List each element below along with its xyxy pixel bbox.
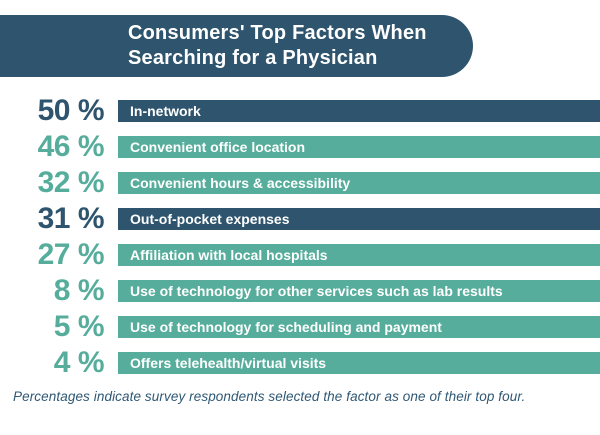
percent-label: 50 % [37,94,105,127]
bar-label: Use of technology for scheduling and pay… [130,319,442,335]
percent-label: 32 % [37,166,105,199]
chart-row-out-of-pocket: 31 % Out-of-pocket expenses [0,202,600,235]
bar: Convenient hours & accessibility [118,172,600,194]
bar-chart: 50 % In-network 46 % Convenient office l… [0,94,600,379]
percent-label: 46 % [37,130,105,163]
bar: Convenient office location [118,136,600,158]
chart-title-line1: Consumers' Top Factors When [128,22,427,44]
title-banner: Consumers' Top Factors When Searching fo… [0,15,473,77]
bar-label: In-network [130,103,201,119]
bar: Offers telehealth/virtual visits [118,352,600,374]
bar: In-network [118,100,600,122]
bar: Affiliation with local hospitals [118,244,600,266]
bar-label: Out-of-pocket expenses [130,211,290,227]
chart-row-telehealth: 4 % Offers telehealth/virtual visits [0,346,600,379]
bar-label: Convenient hours & accessibility [130,175,351,191]
chart-row-office-location: 46 % Convenient office location [0,130,600,163]
bar: Use of technology for other services suc… [118,280,600,302]
chart-row-tech-lab-results: 8 % Use of technology for other services… [0,274,600,307]
percent-label: 5 % [53,310,105,343]
chart-row-in-network: 50 % In-network [0,94,600,127]
percent-label: 8 % [53,274,105,307]
bar-label: Affiliation with local hospitals [130,247,328,263]
chart-row-hours-accessibility: 32 % Convenient hours & accessibility [0,166,600,199]
bar: Out-of-pocket expenses [118,208,600,230]
chart-footnote: Percentages indicate survey respondents … [13,389,526,404]
chart-row-local-hospitals: 27 % Affiliation with local hospitals [0,238,600,271]
bar: Use of technology for scheduling and pay… [118,316,600,338]
chart-row-tech-scheduling: 5 % Use of technology for scheduling and… [0,310,600,343]
chart-title-line2: Searching for a Physician [128,47,378,69]
bar-label: Offers telehealth/virtual visits [130,355,327,371]
percent-label: 31 % [37,202,105,235]
percent-label: 27 % [37,238,105,271]
bar-label: Use of technology for other services suc… [130,283,503,299]
bar-label: Convenient office location [130,139,306,155]
percent-label: 4 % [53,346,105,379]
